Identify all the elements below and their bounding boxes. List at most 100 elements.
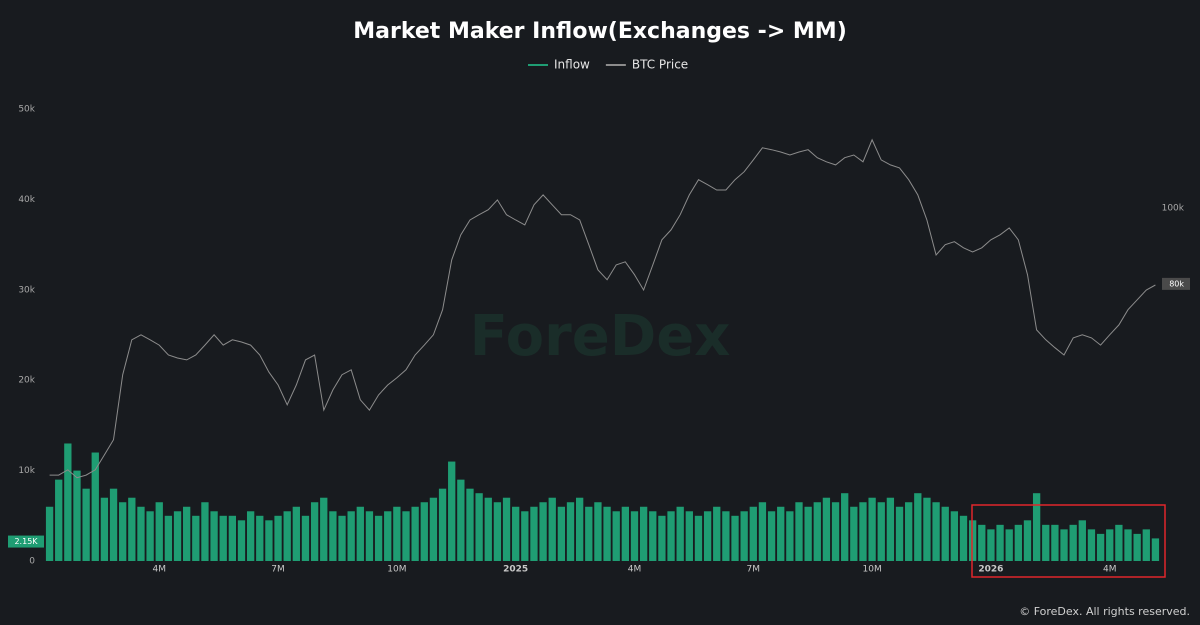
bar <box>813 502 821 561</box>
y-tick-label: 20k <box>18 376 35 386</box>
bar <box>621 506 630 561</box>
bar <box>1005 529 1013 561</box>
bar <box>1060 529 1068 561</box>
bar <box>365 511 374 561</box>
inflow-marker-label: 2.15K <box>14 537 38 546</box>
bar <box>283 511 291 561</box>
bar <box>484 497 492 561</box>
highlight-box <box>971 504 1166 578</box>
bar <box>310 502 319 561</box>
bar <box>859 502 867 561</box>
price-marker-label: 80k <box>1169 279 1184 288</box>
bar <box>402 511 410 561</box>
bar <box>448 461 456 561</box>
bar <box>164 515 173 561</box>
plot-area: 0 10k 20k 30k 40k 50k 100k 4M 7M 10M 2025 4M 7M 10M 20… <box>8 105 1190 575</box>
bar <box>740 511 748 561</box>
bar <box>502 497 511 561</box>
bar <box>685 511 693 561</box>
bar <box>658 515 666 561</box>
bar <box>1032 493 1041 561</box>
bar <box>594 502 602 561</box>
bar <box>338 515 346 561</box>
bar <box>274 515 282 561</box>
bar <box>895 506 904 561</box>
x-tick-label: 2025 <box>503 565 528 575</box>
x-tick-label: 10M <box>387 565 406 575</box>
bar <box>1078 520 1086 561</box>
bar <box>722 511 730 561</box>
y-tick-label: 0 <box>29 557 35 567</box>
bar <box>429 497 438 561</box>
bar <box>923 497 931 561</box>
bar <box>667 511 675 561</box>
x-tick-label: 10M <box>863 565 882 575</box>
bar <box>767 511 776 561</box>
bar <box>137 506 145 561</box>
y-tick-label: 10k <box>18 466 35 476</box>
bar <box>1106 529 1114 561</box>
bar <box>457 479 465 561</box>
bar <box>822 497 831 561</box>
bar <box>493 502 502 561</box>
bar <box>219 515 227 561</box>
bar <box>109 488 118 561</box>
bar <box>886 497 895 561</box>
bar <box>585 506 593 561</box>
bar <box>703 511 712 561</box>
price-line <box>49 138 1156 479</box>
bar <box>420 502 428 561</box>
bar <box>1087 529 1096 561</box>
bar <box>356 506 364 561</box>
bar <box>246 511 255 561</box>
bar <box>777 506 785 561</box>
bar <box>758 502 767 561</box>
bar <box>155 502 163 561</box>
bar <box>603 506 611 561</box>
bar <box>539 502 547 561</box>
bar <box>950 511 959 561</box>
bar <box>804 506 812 561</box>
bar <box>1042 524 1050 561</box>
y-tick-label: 50k <box>18 105 35 115</box>
bar <box>466 488 474 561</box>
bar <box>1051 524 1059 561</box>
bar <box>649 511 657 561</box>
bar <box>1151 538 1160 561</box>
bar <box>301 515 310 561</box>
chart-title: Market Maker Inflow(Exchanges -> MM) <box>353 19 847 44</box>
footer: © ForeDex. All rights reserved. <box>1019 605 1190 618</box>
bar <box>128 497 136 561</box>
x-tick-label: 4M <box>628 565 642 575</box>
bar <box>393 506 401 561</box>
bar <box>1142 529 1150 561</box>
bar <box>1069 524 1077 561</box>
bar <box>265 520 273 561</box>
bar <box>237 520 246 561</box>
bar <box>749 506 757 561</box>
bar <box>1124 529 1132 561</box>
bar <box>320 497 328 561</box>
bar <box>676 506 684 561</box>
bar <box>987 529 995 561</box>
y-tick-label: 40k <box>18 195 35 205</box>
bar <box>1023 520 1032 561</box>
bar <box>201 502 209 561</box>
bar <box>64 443 72 561</box>
bar <box>996 524 1004 561</box>
bar <box>932 502 940 561</box>
bar <box>566 502 575 561</box>
y-tick-label: 30k <box>18 285 35 295</box>
bar <box>374 515 383 561</box>
y2-tick-label: 100k <box>1162 203 1185 213</box>
bar <box>850 506 858 561</box>
bar <box>978 524 986 561</box>
bar <box>1115 524 1123 561</box>
bar <box>694 515 703 561</box>
bar <box>639 506 648 561</box>
bar <box>548 497 556 561</box>
bar <box>1133 533 1141 561</box>
bar <box>841 493 849 561</box>
bar <box>575 497 584 561</box>
